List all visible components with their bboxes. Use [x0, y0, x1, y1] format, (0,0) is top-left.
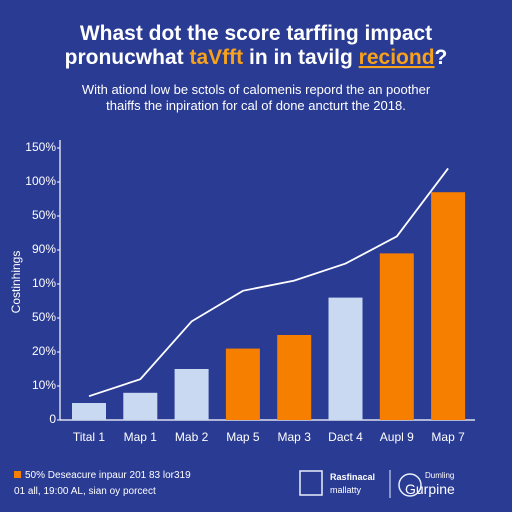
y-tick-label: 50% — [32, 310, 56, 324]
y-tick-label: 50% — [32, 208, 56, 222]
footer-note: 01 all, 19:00 AL, sian oy porcect — [14, 486, 156, 497]
logo-icon — [299, 470, 323, 496]
trend-line — [88, 167, 449, 398]
y-tick-label: 10% — [32, 378, 56, 392]
bar — [174, 369, 209, 420]
logo-icon — [398, 473, 422, 497]
title-highlight: reciond — [359, 46, 435, 69]
title-part: pronucwhat — [65, 46, 190, 69]
x-tick-label: Map 3 — [278, 430, 312, 444]
bar — [225, 348, 260, 420]
x-tick-label: Tital 1 — [73, 430, 106, 444]
bar — [379, 253, 414, 420]
bar — [72, 403, 106, 420]
chart-title: pronucwhat taVfft in in tavilg reciond? — [65, 46, 448, 69]
x-tick-label: Mab 2 — [175, 430, 209, 444]
y-tick-label: 150% — [25, 140, 56, 154]
y-tick-label: 20% — [32, 344, 56, 358]
bar — [431, 192, 466, 420]
footer-note: 50% Deseacure inpaur 201 83 lor319 — [25, 470, 191, 481]
bar — [277, 335, 312, 420]
x-tick-label: Map 1 — [124, 430, 158, 444]
bar — [123, 392, 158, 420]
x-tick-label: Map 5 — [226, 430, 260, 444]
y-tick-label: 10% — [32, 276, 56, 290]
logo-text: Rasfinacal — [330, 472, 375, 482]
footer-marker — [14, 471, 21, 478]
x-tick-label: Map 7 — [431, 430, 465, 444]
y-tick-label: 0 — [49, 412, 56, 426]
logo-text: mallatty — [330, 485, 362, 495]
logo-text: Gurpine — [405, 481, 455, 497]
y-axis-label: Costinhings — [9, 251, 23, 314]
y-tick-label: 90% — [32, 242, 56, 256]
subtitle: thaiffs the inpiration for cal of done a… — [106, 98, 406, 113]
chart-title: Whast dot the score tarffing impact — [80, 22, 432, 45]
x-tick-label: Dact 4 — [328, 430, 363, 444]
title-highlight: taVfft — [189, 46, 243, 69]
title-part: ? — [435, 46, 448, 69]
y-tick-label: 100% — [25, 174, 56, 188]
x-tick-label: Aupl 9 — [380, 430, 414, 444]
logo-text: Dumling — [425, 471, 454, 480]
title-part: in in tavilg — [243, 46, 359, 69]
subtitle: With ationd low be sctols of calomenis r… — [82, 82, 431, 97]
bar — [328, 297, 363, 420]
